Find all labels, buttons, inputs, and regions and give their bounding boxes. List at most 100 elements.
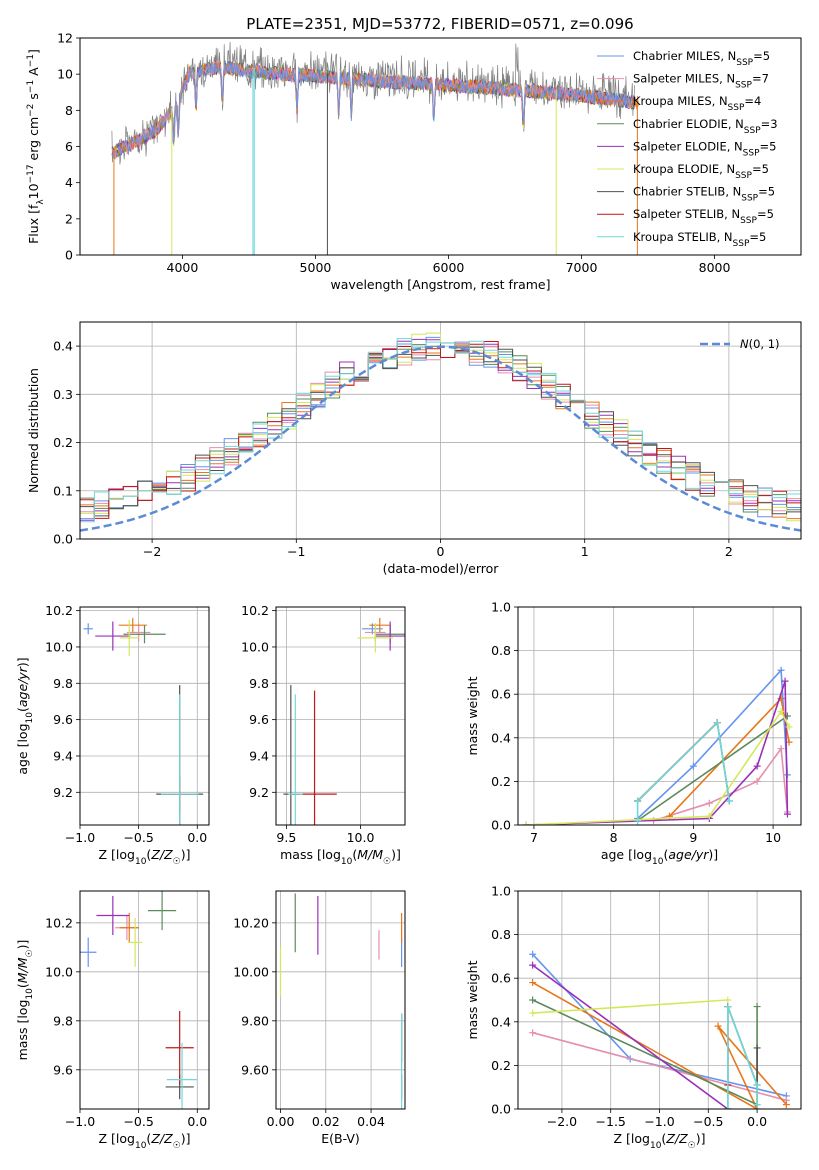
- y-axis-label: Normed distribution: [26, 368, 41, 493]
- label-part: (: [352, 847, 357, 862]
- mass-weight-line-4: [532, 964, 729, 1109]
- plot-area: [80, 332, 801, 539]
- plot-area: [80, 891, 198, 1109]
- y-axis-label: age [log10(age/yr)]: [15, 657, 35, 774]
- label-part: Chabrier STELIB, N: [633, 185, 741, 199]
- mass-weight-marker: [724, 996, 732, 1004]
- x-axis-label: (data-model)/error: [383, 561, 500, 576]
- mass-weight-line-5: [525, 710, 790, 825]
- mass-weight-line-4: [525, 680, 789, 825]
- y-tick-label: 0.0: [53, 532, 73, 547]
- x-axis-label: Z [log10(Z/Z☉)]: [614, 1131, 706, 1151]
- y-tick-label: 10.0: [45, 639, 73, 654]
- mass-weight-marker: [529, 1029, 537, 1037]
- observed-spectrum-line: [111, 41, 635, 165]
- label-part: =5: [758, 185, 775, 199]
- label-part: Salpeter MILES, N: [633, 72, 735, 86]
- y-tick-label: 0.2: [53, 435, 73, 450]
- mass-weight-marker: [689, 762, 697, 770]
- x-tick-label: −1.0: [65, 1114, 95, 1129]
- x-tick-label: −2: [143, 544, 161, 559]
- plot-area: [111, 41, 639, 255]
- mass-vs-extinction-panel: 0.00 0.02 0.04 9.60 9.80 10.00 10.20 E(B-V): [233, 890, 406, 1146]
- x-tick-label: 8000: [699, 260, 731, 275]
- x-tick-label: 8: [610, 830, 618, 845]
- y-tick-label: 0.1: [53, 483, 73, 498]
- x-tick-label: 10.0: [347, 830, 375, 845]
- mass-weight-marker: [705, 799, 713, 807]
- legend-entry-normal: N(0, 1): [740, 337, 780, 351]
- mass-weight-line-5: [532, 999, 728, 1014]
- legend-entry-3: Chabrier ELODIE, NSSP=3: [633, 117, 778, 136]
- y-tick-label: 6: [65, 139, 73, 154]
- residual-histogram-panel: −2 −1 0 1 2 0.0 0.1 0.2 0.3 0.4 (data-model)/error…: [26, 321, 802, 576]
- x-tick-label: 0: [437, 544, 445, 559]
- label-part: =5: [760, 139, 777, 153]
- label-part: =3: [761, 117, 778, 131]
- label-part: Z/Z: [150, 847, 173, 862]
- x-tick-label: 6000: [433, 260, 465, 275]
- mass-weight-marker: [529, 1009, 537, 1017]
- label-part: M/M: [357, 847, 383, 862]
- label-part: SSP: [735, 171, 752, 181]
- y-tick-label: 9.2: [53, 785, 73, 800]
- label-part: Kroupa STELIB, N: [633, 230, 733, 244]
- mass-weight-line-1: [532, 1031, 787, 1102]
- label-part: −1: [26, 54, 36, 67]
- y-tick-label: 0.3: [53, 387, 73, 402]
- mass-weight-marker: [785, 723, 793, 731]
- axes-frame: [517, 606, 802, 826]
- x-axis-label: Z [log10(Z/Z☉)]: [99, 847, 191, 867]
- mass-weight-marker: [705, 812, 713, 820]
- y-tick-label: 10.2: [241, 603, 269, 618]
- label-part: s: [26, 93, 41, 104]
- y-tick-label: 9.8: [53, 1013, 73, 1028]
- mass-weight-marker: [777, 708, 785, 716]
- axes-frame: [79, 606, 210, 826]
- mass-weight-marker: [529, 950, 537, 958]
- x-axis-label: E(B-V): [321, 1131, 360, 1146]
- mass-weight-marker: [713, 719, 721, 727]
- label-part: mass weight: [465, 676, 480, 755]
- label-part: =5: [753, 49, 770, 63]
- mass-weight-marker: [781, 677, 789, 685]
- y-tick-label: 1.0: [491, 884, 511, 899]
- y-tick-label: 9.80: [241, 1013, 269, 1028]
- label-part: =5: [749, 230, 766, 244]
- label-part: age [log: [15, 723, 30, 774]
- x-tick-label: −1.0: [65, 830, 95, 845]
- label-part: A: [26, 67, 41, 80]
- legend-entry-0: Chabrier MILES, NSSP=5: [633, 49, 770, 68]
- y-axis-label: mass [log10(M/M☉)]: [15, 940, 35, 1061]
- y-tick-label: 0.8: [491, 643, 511, 658]
- label-part: 10: [25, 712, 35, 724]
- histogram-8: [80, 338, 801, 539]
- mass-weight-marker: [753, 1044, 761, 1052]
- mass-weight-marker: [753, 1003, 761, 1011]
- label-part: SSP: [736, 58, 753, 68]
- mass-weight-vs-metallicity-panel: −2.0 −1.5 −1.0 −0.5 0.0 0.0 0.2 0.4 0.6 0.8 1.0 Z […: [465, 884, 802, 1151]
- legend-entry-1: Salpeter MILES, NSSP=7: [633, 72, 769, 91]
- mass-weight-marker: [529, 996, 537, 1004]
- label-part: (: [146, 847, 151, 862]
- x-tick-label: 5000: [300, 260, 332, 275]
- label-part: SSP: [744, 126, 761, 136]
- label-part: 10: [26, 183, 41, 199]
- label-part: ☉: [173, 1141, 181, 1151]
- label-part: −2: [26, 104, 36, 117]
- legend-entry-6: Chabrier STELIB, NSSP=5: [633, 185, 775, 204]
- plot-area: [529, 950, 790, 1109]
- mass-weight-marker: [753, 762, 761, 770]
- x-tick-label: 10: [765, 830, 781, 845]
- y-tick-label: 9.2: [249, 785, 269, 800]
- label-part: SSP: [743, 148, 760, 158]
- age-vs-metallicity-panel: −1.0 −0.5 0.09.29.49.69.810.010.2Z [log10(…: [15, 603, 210, 867]
- label-part: )]: [181, 847, 191, 862]
- y-tick-label: 9.4: [249, 748, 269, 763]
- mass-weight-marker: [522, 821, 530, 825]
- x-tick-label: −0.5: [123, 1114, 153, 1129]
- mass-weight-marker: [777, 666, 785, 674]
- label-part: SSP: [735, 81, 752, 91]
- mass-weight-marker: [753, 777, 761, 785]
- y-tick-label: 9.8: [53, 676, 73, 691]
